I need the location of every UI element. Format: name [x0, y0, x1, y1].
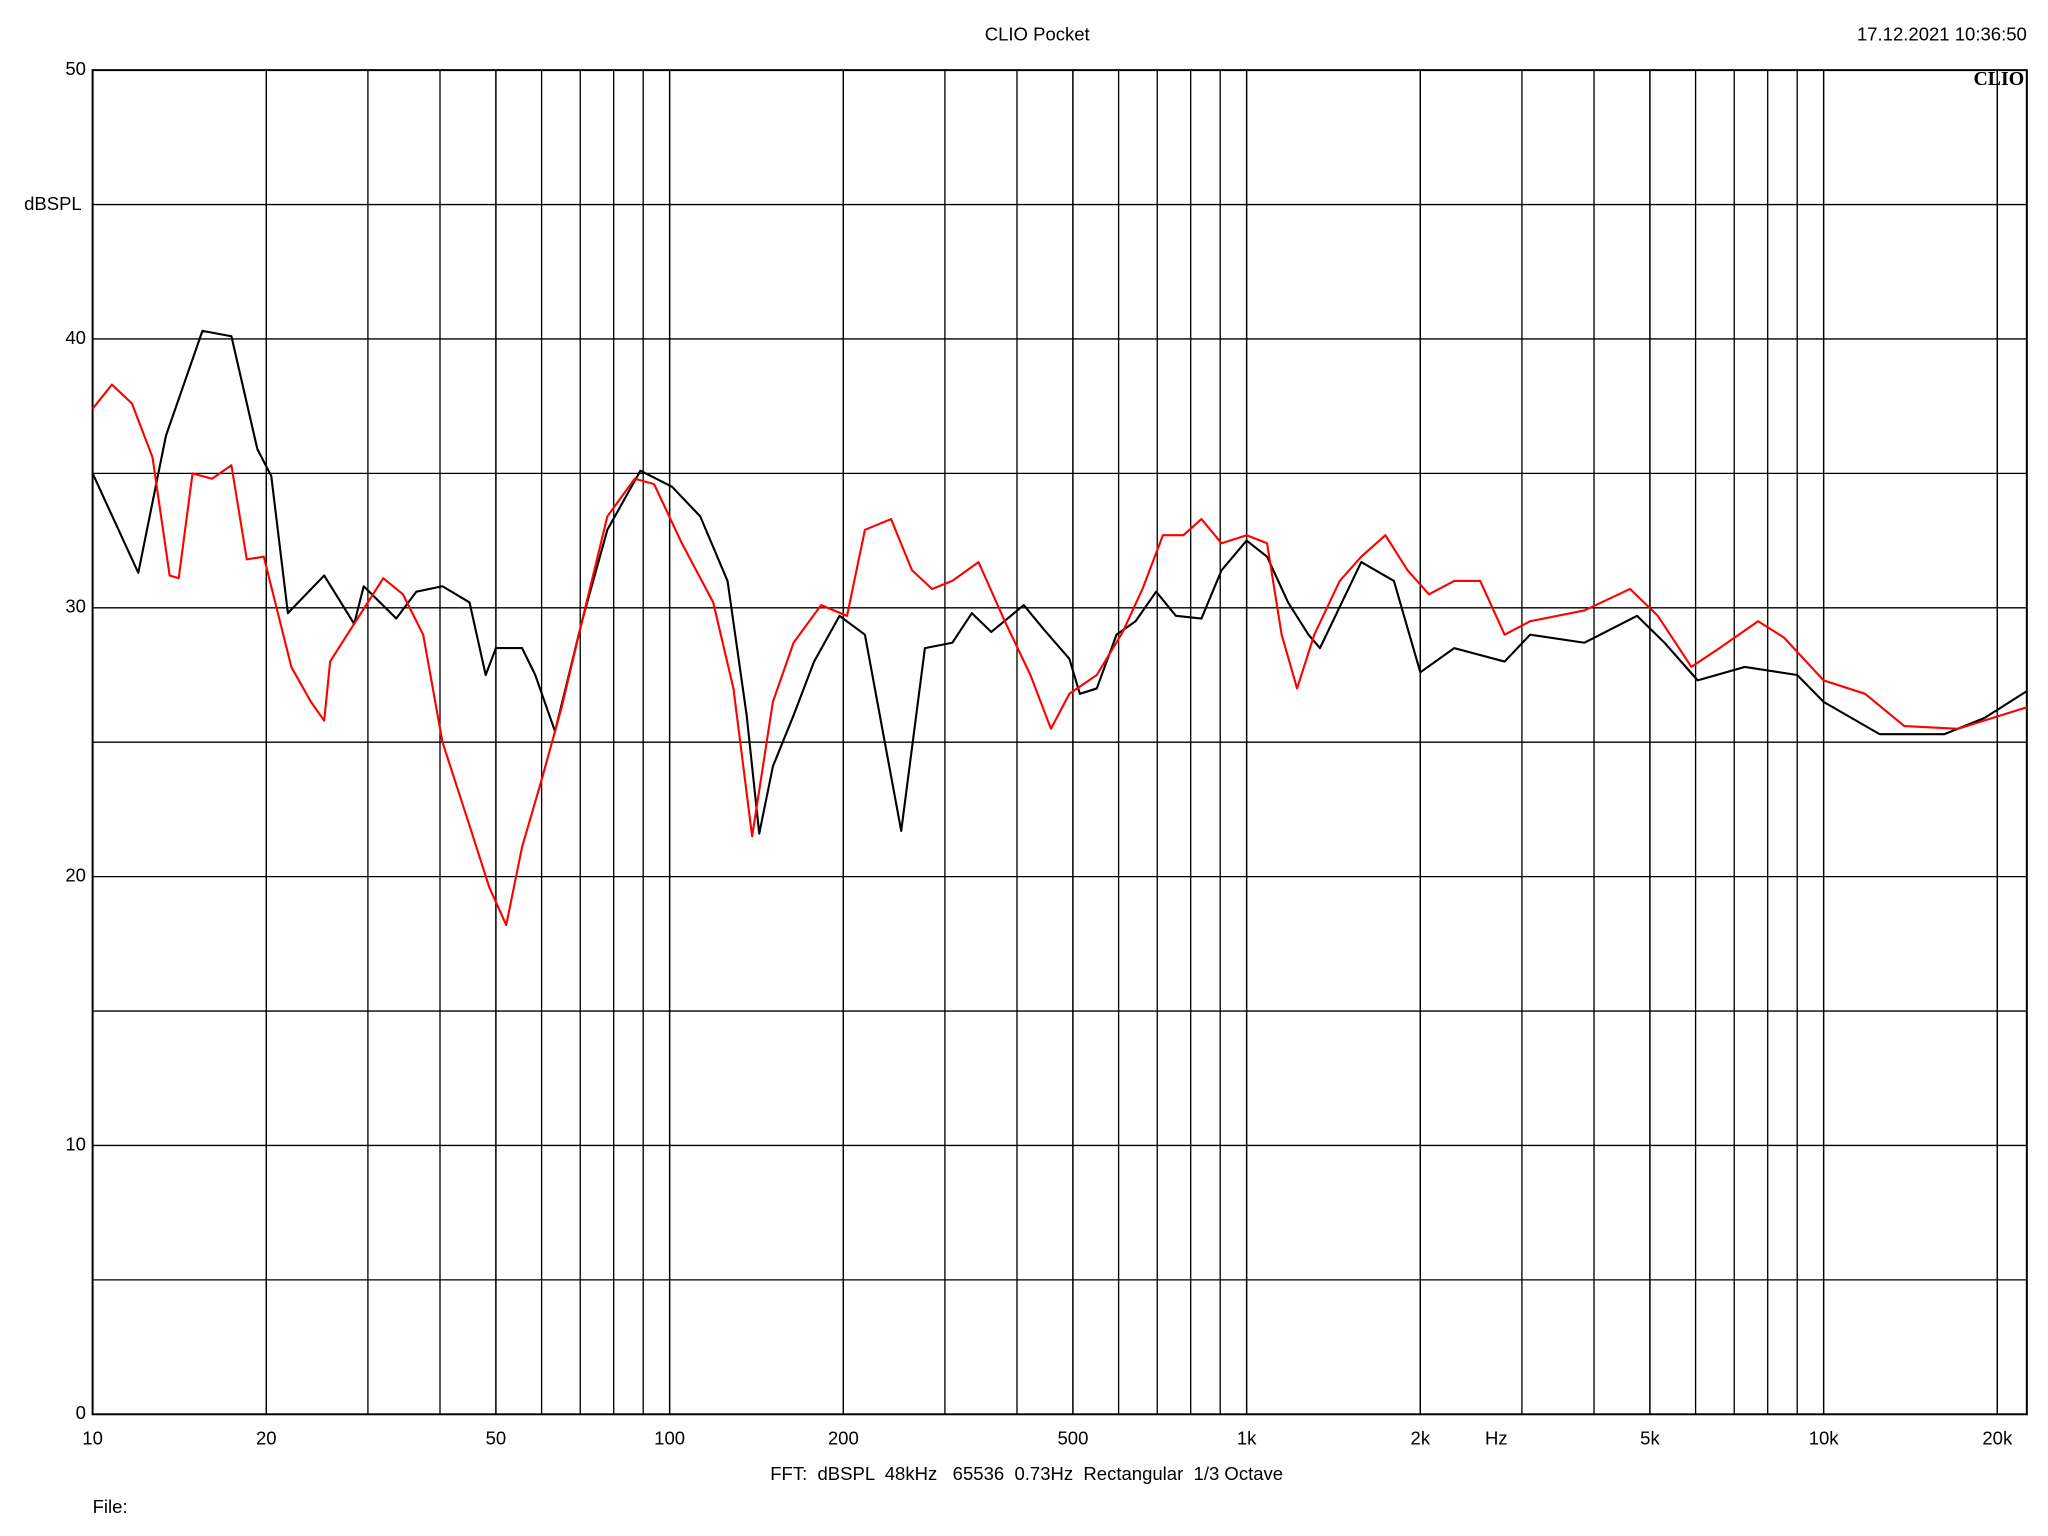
y-tick-label: 40	[65, 327, 86, 348]
y-tick-label: 50	[65, 58, 86, 79]
file-label: File:	[93, 1496, 128, 1517]
x-tick-label: 100	[654, 1427, 685, 1448]
x-tick-label: 500	[1057, 1427, 1088, 1448]
x-tick-label: 20	[256, 1427, 277, 1448]
y-tick-label: 0	[76, 1402, 86, 1423]
x-tick-label: 10k	[1809, 1427, 1840, 1448]
x-tick-label: 200	[828, 1427, 859, 1448]
series-line	[91, 383, 2028, 927]
timestamp: 17.12.2021 10:36:50	[1857, 24, 2027, 45]
x-tick-label: 20k	[1982, 1427, 2013, 1448]
plot-frame	[91, 69, 2028, 1416]
y-tick-label: 20	[65, 865, 86, 886]
x-tick-label: 1k	[1237, 1427, 1257, 1448]
x-tick-label: 50	[486, 1427, 507, 1448]
y-tick-label: 30	[65, 596, 86, 617]
y-axis-label: dBSPL	[24, 193, 82, 214]
logo: CLIO	[1973, 68, 2024, 90]
x-tick-label: 10	[82, 1427, 103, 1448]
x-tick-label: 2k	[1411, 1427, 1431, 1448]
y-tick-label: 10	[65, 1133, 86, 1154]
chart-title: CLIO Pocket	[985, 24, 1091, 45]
footer: FFT: dBSPL 48kHz 65536 0.73Hz Rectangula…	[770, 1463, 1283, 1484]
series-line	[91, 329, 2028, 835]
x-axis-unit: Hz	[1485, 1427, 1508, 1448]
x-tick-label: 5k	[1640, 1427, 1660, 1448]
